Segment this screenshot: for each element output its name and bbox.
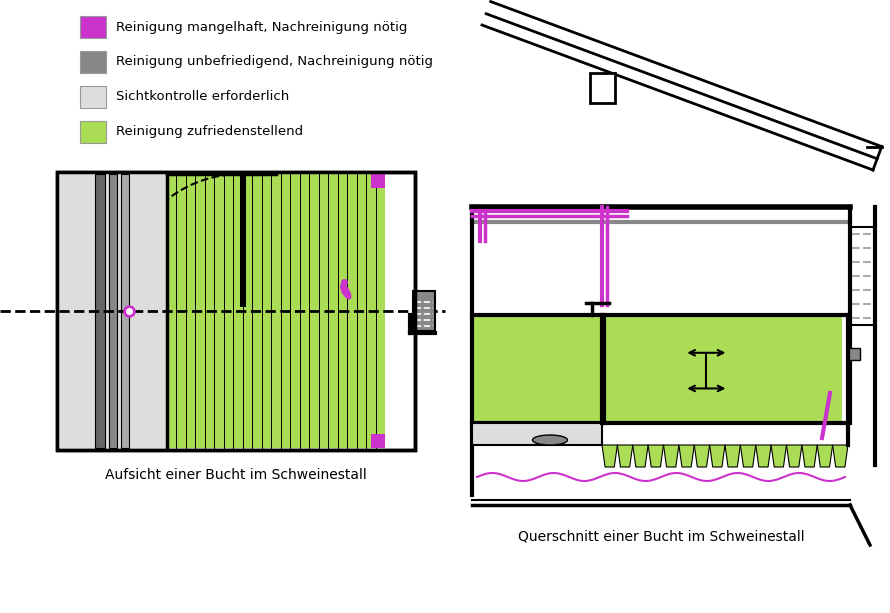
Polygon shape (740, 445, 756, 467)
Polygon shape (694, 445, 709, 467)
Bar (413, 291, 435, 331)
Polygon shape (709, 445, 725, 467)
Bar (121, 174, 129, 448)
Bar (57, 172, 415, 450)
Polygon shape (833, 445, 848, 467)
Polygon shape (817, 445, 833, 467)
Text: Reinigung zufriedenstellend: Reinigung zufriedenstellend (116, 126, 303, 139)
Bar (80, 51, 106, 73)
Text: Reinigung unbefriedigend, Nachreinigung nötig: Reinigung unbefriedigend, Nachreinigung … (116, 56, 433, 69)
Bar (57, 172, 415, 450)
Bar (848, 348, 860, 360)
Polygon shape (771, 445, 787, 467)
Bar (842, 315, 850, 428)
Polygon shape (679, 445, 694, 467)
Ellipse shape (532, 435, 568, 445)
Polygon shape (725, 445, 740, 467)
Polygon shape (802, 445, 817, 467)
Ellipse shape (340, 283, 352, 300)
Bar (95, 174, 105, 448)
Bar (472, 315, 848, 423)
Bar (80, 121, 106, 143)
Polygon shape (602, 445, 618, 467)
Polygon shape (648, 445, 664, 467)
Bar (167, 174, 385, 448)
Bar (590, 73, 615, 103)
Bar (472, 423, 602, 445)
Bar (371, 174, 385, 188)
Text: Reinigung mangelhaft, Nachreinigung nötig: Reinigung mangelhaft, Nachreinigung nöti… (116, 20, 408, 34)
Bar (80, 86, 106, 108)
Bar (59, 174, 167, 448)
Polygon shape (787, 445, 802, 467)
Polygon shape (756, 445, 771, 467)
Text: Aufsicht einer Bucht im Schweinestall: Aufsicht einer Bucht im Schweinestall (105, 468, 367, 482)
Polygon shape (633, 445, 648, 467)
Bar (109, 174, 117, 448)
Text: Querschnitt einer Bucht im Schweinestall: Querschnitt einer Bucht im Schweinestall (518, 530, 805, 544)
Bar (850, 227, 875, 325)
Text: Sichtkontrolle erforderlich: Sichtkontrolle erforderlich (116, 91, 289, 104)
Polygon shape (664, 445, 679, 467)
Bar (80, 16, 106, 38)
Polygon shape (618, 445, 633, 467)
Bar (371, 434, 385, 448)
Bar (240, 174, 246, 308)
